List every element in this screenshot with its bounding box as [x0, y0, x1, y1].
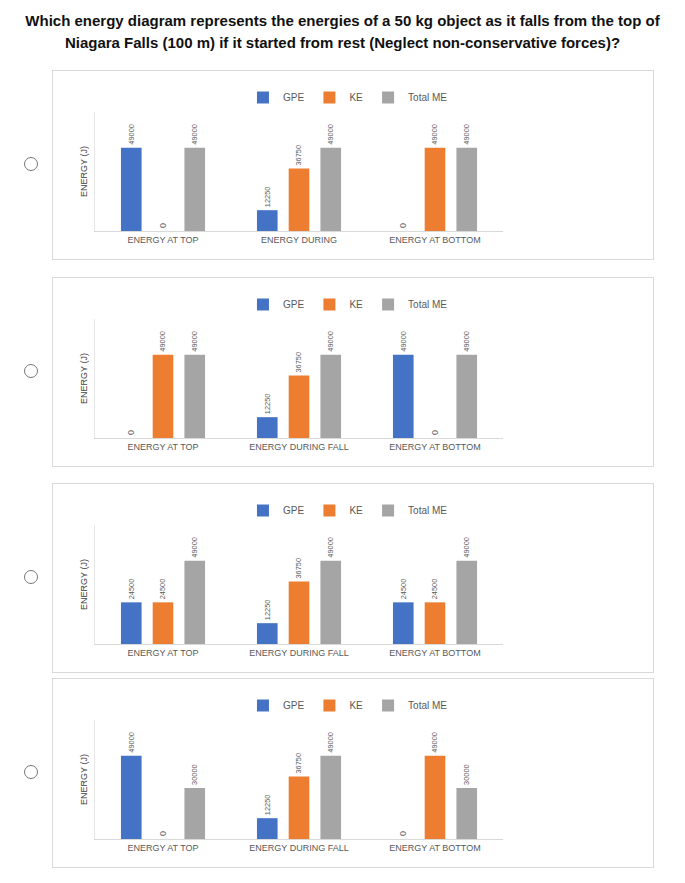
svg-text:ENERGY AT TOP: ENERGY AT TOP [127, 648, 198, 658]
svg-text:Total ME: Total ME [408, 92, 447, 103]
svg-text:12250: 12250 [263, 187, 272, 208]
svg-text:ENERGY DURING: ENERGY DURING [261, 235, 337, 245]
svg-text:49000: 49000 [326, 537, 335, 558]
svg-text:36750: 36750 [294, 352, 303, 373]
svg-text:49000: 49000 [326, 124, 335, 145]
svg-text:ENERGY AT TOP: ENERGY AT TOP [127, 235, 198, 245]
svg-text:49000: 49000 [127, 124, 136, 145]
svg-text:ENERGY (J): ENERGY (J) [79, 146, 89, 197]
svg-text:ENERGY AT BOTTOM: ENERGY AT BOTTOM [389, 648, 480, 658]
svg-text:49000: 49000 [399, 331, 408, 352]
svg-text:GPE: GPE [283, 505, 304, 516]
svg-text:49000: 49000 [190, 331, 199, 352]
svg-text:ENERGY AT BOTTOM: ENERGY AT BOTTOM [389, 235, 480, 245]
svg-text:36750: 36750 [294, 753, 303, 774]
svg-text:ENERGY AT TOP: ENERGY AT TOP [127, 843, 198, 853]
svg-text:0: 0 [398, 831, 408, 836]
svg-text:KE: KE [349, 299, 363, 310]
svg-text:36750: 36750 [294, 145, 303, 166]
svg-text:49000: 49000 [190, 537, 199, 558]
svg-text:ENERGY DURING FALL: ENERGY DURING FALL [249, 442, 348, 452]
svg-text:0: 0 [158, 831, 168, 836]
svg-text:12250: 12250 [263, 795, 272, 816]
svg-text:49000: 49000 [430, 124, 439, 145]
svg-text:0: 0 [398, 223, 408, 228]
svg-text:49000: 49000 [158, 331, 167, 352]
svg-text:49000: 49000 [462, 331, 471, 352]
svg-text:ENERGY DURING FALL: ENERGY DURING FALL [249, 843, 348, 853]
svg-text:0: 0 [430, 430, 440, 435]
svg-text:ENERGY AT BOTTOM: ENERGY AT BOTTOM [389, 843, 480, 853]
svg-text:KE: KE [349, 505, 363, 516]
svg-text:36750: 36750 [294, 558, 303, 579]
svg-text:ENERGY DURING FALL: ENERGY DURING FALL [249, 648, 348, 658]
svg-text:Total ME: Total ME [408, 505, 447, 516]
svg-text:0: 0 [126, 430, 136, 435]
svg-text:12250: 12250 [263, 600, 272, 621]
svg-text:KE: KE [349, 700, 363, 711]
svg-text:ENERGY AT TOP: ENERGY AT TOP [127, 442, 198, 452]
svg-text:49000: 49000 [430, 732, 439, 753]
svg-text:49000: 49000 [127, 732, 136, 753]
svg-text:30000: 30000 [462, 764, 471, 785]
svg-text:GPE: GPE [283, 700, 304, 711]
svg-text:49000: 49000 [462, 537, 471, 558]
svg-text:KE: KE [349, 92, 363, 103]
svg-text:Total ME: Total ME [408, 700, 447, 711]
svg-text:49000: 49000 [462, 124, 471, 145]
svg-text:49000: 49000 [326, 331, 335, 352]
svg-text:GPE: GPE [283, 92, 304, 103]
svg-text:GPE: GPE [283, 299, 304, 310]
svg-text:ENERGY (J): ENERGY (J) [79, 353, 89, 404]
svg-text:ENERGY (J): ENERGY (J) [79, 559, 89, 610]
svg-text:49000: 49000 [190, 124, 199, 145]
svg-text:ENERGY AT BOTTOM: ENERGY AT BOTTOM [389, 442, 480, 452]
svg-text:ENERGY (J): ENERGY (J) [79, 754, 89, 805]
svg-text:24500: 24500 [430, 579, 439, 600]
svg-text:Total ME: Total ME [408, 299, 447, 310]
svg-text:0: 0 [158, 223, 168, 228]
svg-text:49000: 49000 [326, 732, 335, 753]
svg-text:24500: 24500 [158, 579, 167, 600]
svg-text:24500: 24500 [127, 579, 136, 600]
svg-text:12250: 12250 [263, 394, 272, 415]
html-text:Which energy diagram represent: Which energy diagram represents the ener… [25, 12, 660, 51]
svg-text:24500: 24500 [399, 579, 408, 600]
svg-text:30000: 30000 [190, 764, 199, 785]
